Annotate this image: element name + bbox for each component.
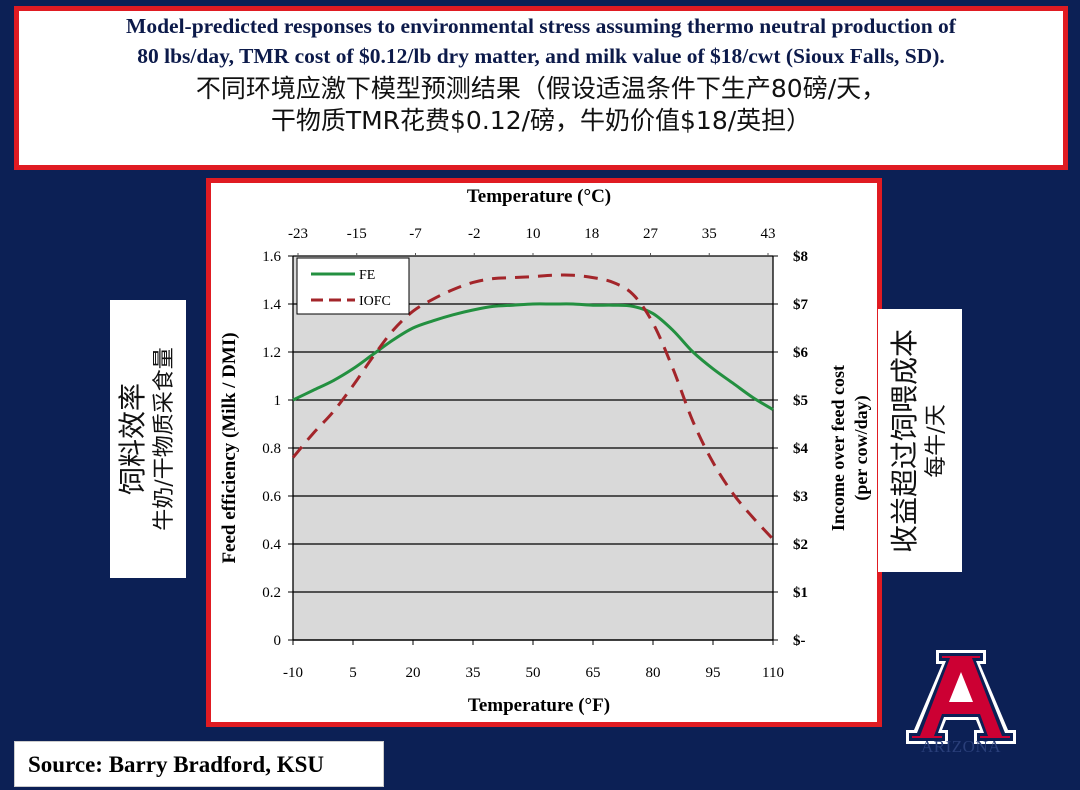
top-tick-label: 35 [702,226,717,242]
top-tick-label: -2 [468,226,481,242]
top-tick-label: 43 [761,226,776,242]
right-annotation-line1: 收益超过饲喂成本 [888,328,921,553]
y2-tick-label: $1 [793,585,808,601]
y2-axis-title-line2: (per cow/day) [851,395,872,500]
top-tick-label: 18 [584,226,599,242]
y-tick-label: 0.2 [262,585,281,601]
top-tick-label: 10 [526,226,541,242]
title-english: Model-predicted responses to environment… [126,14,956,68]
y2-tick-label: $8 [793,249,808,265]
legend-label-fe: FE [359,268,375,283]
logo-wordmark: ARIZONA [921,737,1001,756]
y2-tick-label: $3 [793,489,808,505]
left-annotation-line1: 饲料效率 [116,382,149,496]
x-tick-label: 20 [406,665,421,681]
title-banner: Model-predicted responses to environment… [14,6,1068,170]
chart-frame: 0 0.2 0.4 0.6 0.8 1 1.2 1.4 1.6 $- $1 $2 $3 $4 $5 $6 $7 $… [206,178,882,727]
y2-tick-label: $4 [793,441,809,457]
x-tick-label: 65 [586,665,601,681]
x-tick-label: 80 [646,665,661,681]
top-axis-title: Temperature (°C) [467,186,611,207]
y2-tick-label: $5 [793,393,808,409]
legend-label-iofc: IOFC [359,294,391,309]
y2-tick-label: $- [793,633,806,649]
left-axis-annotation: 饲料效率 牛奶/干物质采食量 [110,300,186,578]
y-tick-label: 0 [274,633,282,649]
x-tick-label: 110 [762,665,784,681]
x-axis-title: Temperature (°F) [468,695,610,716]
y2-tick-label: $7 [793,297,809,313]
y-tick-label: 0.6 [262,489,281,505]
x-tick-label: 35 [466,665,481,681]
legend-box [296,257,410,315]
series-line-fe [292,302,774,411]
right-axis-annotation: 收益超过饲喂成本 每牛/天 [878,309,962,572]
source-citation: Source: Barry Bradford, KSU [14,741,384,787]
feed-efficiency-chart: 0 0.2 0.4 0.6 0.8 1 1.2 1.4 1.6 $- $1 $2 $3 $4 $5 $6 $7 $… [219,186,872,716]
y2-tick-label: $6 [793,345,809,361]
top-tick-label: -23 [288,226,308,242]
x-tick-label: 5 [349,665,357,681]
x-tick-label: 95 [706,665,721,681]
arizona-logo: ARIZONA [906,650,1016,756]
y-tick-label: 1.2 [262,345,281,361]
y-axis-title: Feed efficiency (Milk / DMI) [219,332,240,563]
x-tick-label: 50 [526,665,541,681]
y-tick-label: 0.8 [262,441,281,457]
y-tick-label: 1 [274,393,282,409]
y-tick-label: 1.6 [262,249,281,265]
title-chinese: 不同环境应激下模型预测结果（假设适温条件下生产80磅/天， 干物质TMR花费$0… [195,74,887,135]
left-annotation-line2: 牛奶/干物质采食量 [152,347,177,531]
y2-axis-title-line1: Income over feed cost [828,365,848,531]
y2-tick-label: $2 [793,537,808,553]
top-tick-label: -15 [347,226,367,242]
y-tick-label: 1.4 [262,297,281,313]
y-tick-label: 0.4 [262,537,281,553]
series-line-iofc [291,273,775,541]
logo-a-counter [949,672,973,702]
right-annotation-line2: 每牛/天 [924,403,949,478]
top-tick-label: 27 [643,226,659,242]
x-tick-label: -10 [283,665,303,681]
top-tick-label: -7 [409,226,422,242]
